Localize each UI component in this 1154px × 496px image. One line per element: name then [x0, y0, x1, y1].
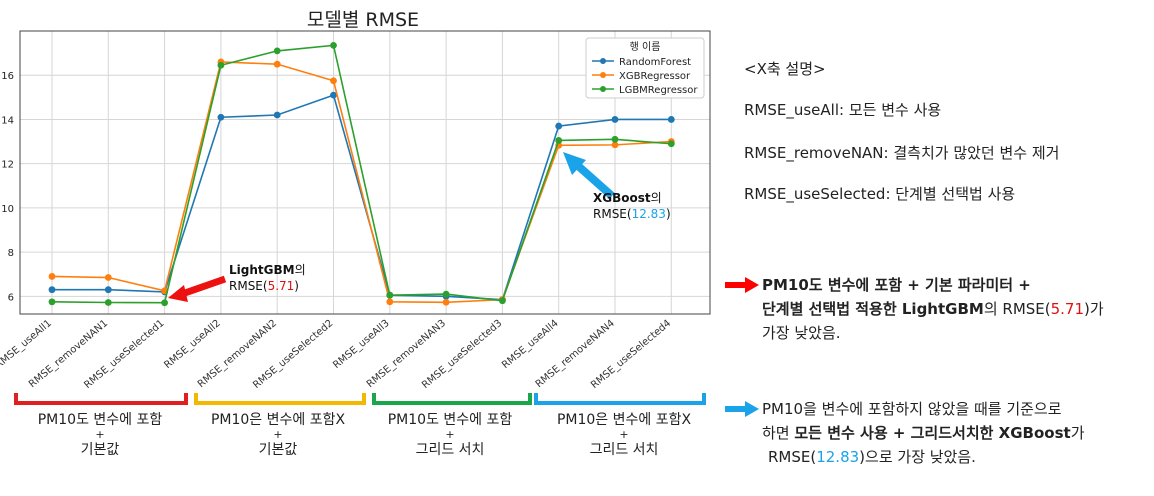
group-bracket: [14, 393, 188, 405]
xaxis-notes-title: <X축 설명>: [744, 60, 826, 78]
data-point: [48, 286, 56, 294]
legend: 행 이름 RandomForest XGBRegressor LGBMRegress…: [585, 37, 705, 99]
summary-1-line3: 가장 낮았음.: [762, 324, 841, 342]
summary-1-line1: PM10도 변수에 포함 + 기본 파라미터 +: [762, 276, 1031, 294]
series-lines: [48, 41, 675, 307]
legend-marker: [600, 72, 606, 78]
data-point: [104, 299, 112, 306]
data-point: [555, 137, 563, 144]
xaxis-note-2: RMSE_removeNAN: 결측치가 많았던 변수 제거: [744, 144, 1060, 162]
red-arrow-icon: [725, 277, 759, 293]
group-bracket: [194, 393, 366, 405]
y-tick-label: 14: [1, 115, 14, 126]
y-tick-label: 8: [8, 248, 14, 259]
series-RandomForest: [48, 91, 675, 304]
x-tick-labels: RMSE_useAll1RMSE_removeNAN1RMSE_useSelec…: [0, 318, 673, 391]
data-point: [386, 298, 394, 306]
chart-title: 모델별 RMSE: [307, 9, 419, 31]
svg-text:XGBoost의: XGBoost의: [593, 191, 662, 205]
data-point: [667, 140, 675, 148]
data-point: [161, 299, 169, 307]
plot-frame: [19, 30, 711, 315]
xgb-label: XGBoost: [593, 191, 651, 205]
lgbm-suffix: 의: [295, 263, 306, 277]
svg-text:RMSE(5.71): RMSE(5.71): [229, 279, 299, 293]
series-line: [52, 94, 672, 301]
data-point: [48, 273, 56, 280]
group-bracket: [372, 393, 532, 405]
lgbm-value: 5.71: [268, 279, 295, 293]
xaxis-note-3: RMSE_useSelected: 단계별 선택법 사용: [744, 185, 1016, 203]
legend-entry: LGBMRegressor: [619, 85, 698, 96]
data-point: [330, 91, 337, 99]
data-point: [442, 290, 450, 298]
group-label-4: PM10은 변수에 포함X + 그리드 서치: [556, 412, 692, 458]
y-tick-label: 16: [1, 71, 14, 82]
data-point: [611, 141, 619, 149]
data-point: [499, 297, 506, 305]
xgb-suffix: 의: [651, 191, 662, 205]
data-point: [611, 116, 619, 123]
x-tick-label: RMSE_useAll2: [162, 318, 222, 371]
data-point: [330, 77, 337, 85]
grid: [20, 31, 710, 314]
series-XGBRegressor: [48, 58, 675, 306]
data-point: [611, 135, 619, 143]
data-point: [104, 274, 112, 281]
summary-1-line2: 단계별 선택법 적용한 LightGBM의 RMSE(5.71)가: [762, 300, 1104, 318]
data-point: [330, 41, 337, 49]
xgb-close: ): [666, 207, 671, 221]
data-point: [217, 113, 225, 121]
legend-marker: [600, 86, 606, 92]
legend-title: 행 이름: [630, 41, 661, 53]
series-line: [51, 44, 672, 304]
x-tick-label: RMSE_useAll3: [331, 318, 391, 371]
lgbm-prefix: RMSE(: [229, 279, 268, 293]
data-point: [555, 122, 563, 130]
data-point: [273, 60, 281, 68]
svg-text:LightGBM의: LightGBM의: [229, 263, 306, 277]
xaxis-note-1: RMSE_useAll: 모든 변수 사용: [744, 101, 942, 119]
summary-2-line3: RMSE(12.83)으로 가장 낮았음.: [768, 448, 976, 466]
y-tick-label: 10: [1, 204, 14, 215]
data-point: [442, 298, 450, 306]
lgbm-annotation: LightGBM의 RMSE(5.71): [168, 263, 306, 302]
xgb-prefix: RMSE(: [593, 207, 632, 221]
group-label-1: PM10도 변수에 포함 + 기본값: [37, 412, 163, 458]
group-label-3: PM10도 변수에 포함 + 그리드 서치: [387, 412, 513, 458]
lgbm-close: ): [294, 279, 299, 293]
x-tick-label: RMSE_useAll4: [500, 318, 560, 371]
series-line: [51, 61, 672, 304]
svg-text:RMSE(12.83): RMSE(12.83): [593, 207, 671, 221]
xgb-value: 12.83: [632, 207, 666, 221]
group-brackets: [14, 393, 706, 405]
group-label-2: PM10은 변수에 포함X + 기본값: [210, 412, 346, 458]
y-tick-label: 6: [8, 292, 14, 303]
xgb-annotation: XGBoost의 RMSE(12.83): [563, 152, 671, 221]
y-tick-label: 12: [1, 160, 14, 171]
summary-2-line1: PM10을 변수에 포함하지 않았을 때를 기준으로: [762, 400, 1062, 418]
data-point: [48, 298, 56, 306]
summary-2-line2: 하면 모든 변수 사용 + 그리드서치한 XGBoost가: [762, 424, 1085, 442]
summary-2: PM10을 변수에 포함하지 않았을 때를 기준으로 하면 모든 변수 사용 +…: [762, 397, 1085, 469]
data-point: [217, 61, 225, 69]
y-tick-labels: 6 8 10 12 14 16: [1, 71, 14, 303]
group-bracket: [534, 393, 706, 405]
data-point: [273, 47, 281, 55]
data-point: [104, 286, 112, 294]
lgbm-label: LightGBM: [229, 263, 295, 277]
legend-entry: RandomForest: [619, 57, 691, 68]
data-point: [386, 291, 394, 299]
series-LGBMRegressor: [48, 41, 675, 307]
blue-arrow-icon: [725, 401, 759, 417]
rmse-chart: 모델별 RMSE 6 8 10 12 14 16 RMSE_useAll1RMSE_rem…: [0, 9, 711, 405]
data-point: [667, 116, 675, 123]
x-tick-label: RMSE_useAll1: [0, 318, 54, 371]
legend-marker: [600, 58, 606, 64]
data-point: [273, 111, 281, 119]
legend-entry: XGBRegressor: [619, 71, 691, 82]
summary-1: PM10도 변수에 포함 + 기본 파라미터 + 단계별 선택법 적용한 Lig…: [762, 273, 1104, 345]
